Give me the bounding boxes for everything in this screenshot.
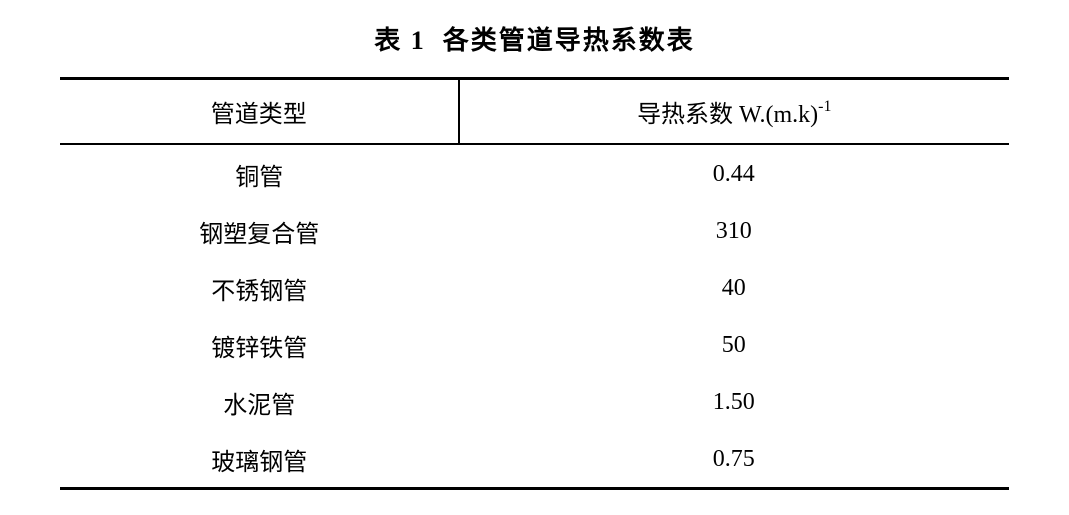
table-row: 镀锌铁管 50: [60, 316, 1009, 373]
table-row: 钢塑复合管 310: [60, 202, 1009, 259]
col-header-value-prefix: 导热系数 W.(m.k): [637, 102, 818, 128]
cell-type: 钢塑复合管: [60, 202, 459, 259]
table-header-row: 管道类型 导热系数 W.(m.k)-1: [60, 79, 1009, 145]
cell-value: 40: [459, 259, 1009, 316]
cell-type: 水泥管: [60, 373, 459, 430]
table-container: 管道类型 导热系数 W.(m.k)-1 铜管 0.44 钢塑复合管 310 不锈…: [50, 77, 1019, 490]
caption-prefix: 表 1: [374, 26, 426, 55]
cell-type: 玻璃钢管: [60, 430, 459, 489]
cell-value: 0.44: [459, 144, 1009, 202]
cell-type: 铜管: [60, 144, 459, 202]
table-row: 玻璃钢管 0.75: [60, 430, 1009, 489]
cell-value: 0.75: [459, 430, 1009, 489]
thermal-conductivity-table: 管道类型 导热系数 W.(m.k)-1 铜管 0.44 钢塑复合管 310 不锈…: [60, 77, 1009, 490]
col-header-type: 管道类型: [60, 79, 459, 145]
table-row: 铜管 0.44: [60, 144, 1009, 202]
caption-text: 各类管道导热系数表: [443, 26, 695, 55]
table-row: 水泥管 1.50: [60, 373, 1009, 430]
table-caption: 表 1 各类管道导热系数表: [50, 20, 1019, 57]
cell-value: 1.50: [459, 373, 1009, 430]
col-header-value: 导热系数 W.(m.k)-1: [459, 79, 1009, 145]
cell-value: 310: [459, 202, 1009, 259]
cell-type: 镀锌铁管: [60, 316, 459, 373]
cell-type: 不锈钢管: [60, 259, 459, 316]
table-row: 不锈钢管 40: [60, 259, 1009, 316]
table-body: 铜管 0.44 钢塑复合管 310 不锈钢管 40 镀锌铁管 50 水泥管 1.…: [60, 144, 1009, 489]
cell-value: 50: [459, 316, 1009, 373]
col-header-value-sup: -1: [818, 98, 831, 115]
